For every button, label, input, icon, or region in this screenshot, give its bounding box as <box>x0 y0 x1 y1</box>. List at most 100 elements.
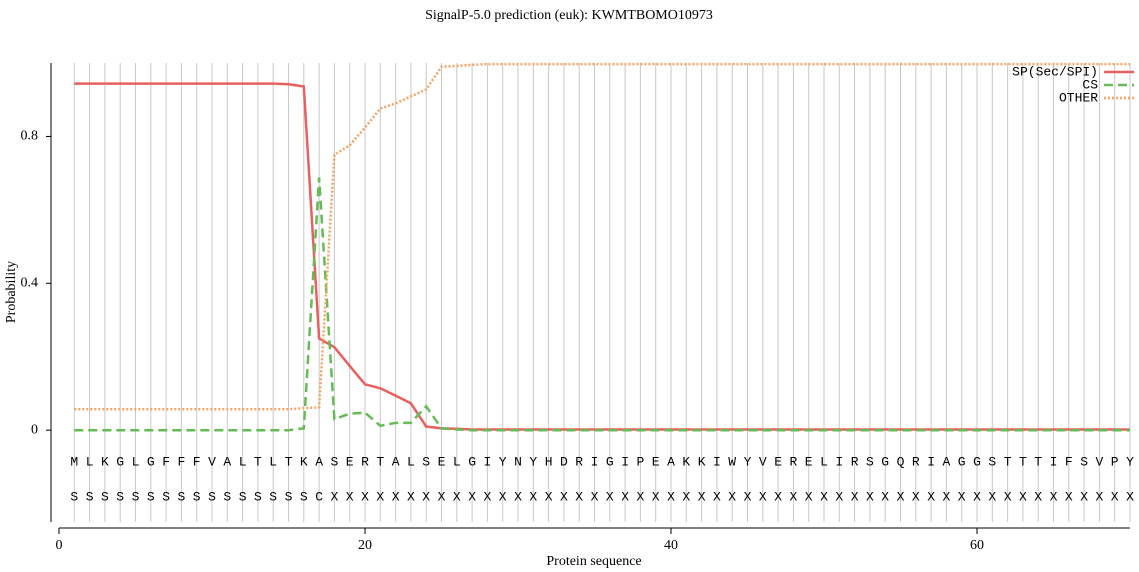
residue: R <box>851 454 859 469</box>
residue-label: X <box>667 489 675 504</box>
residue-label: X <box>713 489 721 504</box>
residue-label: X <box>942 489 950 504</box>
residue: Y <box>529 454 537 469</box>
residue-label: X <box>1095 489 1103 504</box>
residue: L <box>132 454 140 469</box>
residue: A <box>392 454 400 469</box>
residue: L <box>269 454 277 469</box>
residue-label: S <box>285 489 293 504</box>
residue-label: S <box>147 489 155 504</box>
residue-label: X <box>636 489 644 504</box>
residue-label: X <box>606 489 614 504</box>
x-axis-label: Protein sequence <box>546 554 641 569</box>
residue: T <box>376 454 384 469</box>
residue: W <box>728 454 736 469</box>
residue: A <box>667 454 675 469</box>
residue-label: S <box>239 489 247 504</box>
residue-label: X <box>698 489 706 504</box>
residue-label: X <box>835 489 843 504</box>
residue: T <box>1004 454 1012 469</box>
residue: I <box>1050 454 1058 469</box>
residue-label: C <box>315 489 323 504</box>
residue-label: X <box>759 489 767 504</box>
y-tick-label: 0.4 <box>21 276 39 291</box>
residue: I <box>483 454 491 469</box>
residue-label: S <box>132 489 140 504</box>
residue: F <box>162 454 170 469</box>
residue: S <box>866 454 874 469</box>
residue: K <box>101 454 109 469</box>
residue-label: X <box>483 489 491 504</box>
residue-label: X <box>789 489 797 504</box>
x-tick-label: 20 <box>358 538 372 553</box>
residue: A <box>223 454 231 469</box>
residue: L <box>453 454 461 469</box>
residue: L <box>239 454 247 469</box>
residue: T <box>285 454 293 469</box>
legend-label: SP(Sec/SPI) <box>1012 64 1098 79</box>
residue: G <box>973 454 981 469</box>
residue: R <box>912 454 920 469</box>
residue: P <box>636 454 644 469</box>
residue: F <box>193 454 201 469</box>
residue-label: X <box>499 489 507 504</box>
residue: G <box>606 454 614 469</box>
residue: R <box>361 454 369 469</box>
residue-label: X <box>514 489 522 504</box>
residue: A <box>315 454 323 469</box>
legend-label: OTHER <box>1059 90 1098 105</box>
residue-label: X <box>361 489 369 504</box>
residue: G <box>116 454 124 469</box>
residue-label: S <box>269 489 277 504</box>
residue-label: S <box>300 489 308 504</box>
residue-label: X <box>1126 489 1134 504</box>
residue-label: X <box>682 489 690 504</box>
residue: E <box>652 454 660 469</box>
residue: P <box>1111 454 1119 469</box>
residue: I <box>713 454 721 469</box>
series-line <box>74 177 1130 432</box>
residue-label: X <box>851 489 859 504</box>
residue: E <box>774 454 782 469</box>
residue: L <box>86 454 94 469</box>
residue-label: S <box>116 489 124 504</box>
residue-label: X <box>774 489 782 504</box>
residue: G <box>881 454 889 469</box>
residue-label: S <box>223 489 231 504</box>
residue: V <box>208 454 216 469</box>
residue-label: X <box>575 489 583 504</box>
residue-label: X <box>591 489 599 504</box>
residue: H <box>545 454 553 469</box>
residue-label: X <box>1019 489 1027 504</box>
residue: E <box>438 454 446 469</box>
x-tick-label: 60 <box>970 538 984 553</box>
residue-label: X <box>866 489 874 504</box>
residue: V <box>1095 454 1103 469</box>
residue: N <box>514 454 522 469</box>
residue-label: X <box>958 489 966 504</box>
residue-label: X <box>744 489 752 504</box>
x-tick-label: 0 <box>56 538 63 553</box>
series-line <box>74 62 1130 411</box>
residue-label: X <box>805 489 813 504</box>
residue-label: X <box>453 489 461 504</box>
y-tick-label: 0 <box>31 422 38 437</box>
residue-label: X <box>728 489 736 504</box>
residue: K <box>682 454 690 469</box>
series-line <box>74 82 1130 431</box>
residue: Y <box>744 454 752 469</box>
residue-label: X <box>529 489 537 504</box>
residue-label: X <box>438 489 446 504</box>
residue: I <box>835 454 843 469</box>
residue: F <box>1065 454 1073 469</box>
residue-label: X <box>1034 489 1042 504</box>
residue-label: X <box>346 489 354 504</box>
residue-label: X <box>1004 489 1012 504</box>
residue-label: S <box>86 489 94 504</box>
residue-label: X <box>820 489 828 504</box>
residue: I <box>591 454 599 469</box>
residue: L <box>820 454 828 469</box>
residue-label: X <box>973 489 981 504</box>
residue: L <box>407 454 415 469</box>
residue: M <box>70 454 78 469</box>
